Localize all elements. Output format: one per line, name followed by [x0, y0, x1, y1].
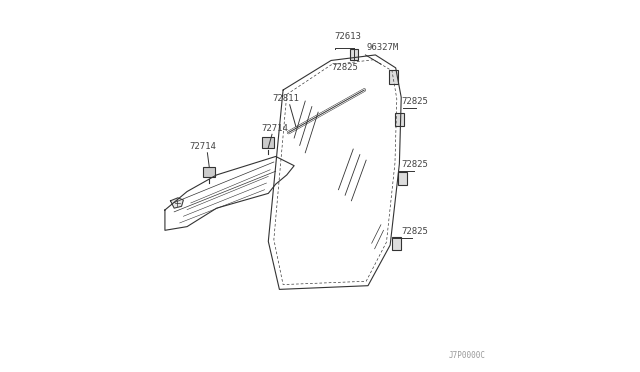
Text: 72714: 72714: [261, 124, 288, 133]
Text: 72825: 72825: [401, 97, 428, 106]
Text: J7P0000C: J7P0000C: [449, 350, 486, 359]
FancyBboxPatch shape: [395, 113, 404, 126]
Text: 72714: 72714: [189, 142, 216, 151]
FancyBboxPatch shape: [262, 137, 274, 148]
Polygon shape: [170, 198, 184, 208]
FancyBboxPatch shape: [388, 70, 398, 84]
Text: 96327M: 96327M: [366, 44, 399, 52]
Text: 72825: 72825: [331, 63, 358, 72]
Text: 72811: 72811: [272, 94, 299, 103]
FancyBboxPatch shape: [350, 49, 358, 60]
Text: 72825: 72825: [401, 160, 428, 169]
FancyBboxPatch shape: [397, 172, 407, 185]
FancyBboxPatch shape: [392, 237, 401, 250]
FancyBboxPatch shape: [204, 167, 215, 177]
Text: 72825: 72825: [401, 227, 428, 236]
Text: 72613: 72613: [334, 32, 361, 41]
